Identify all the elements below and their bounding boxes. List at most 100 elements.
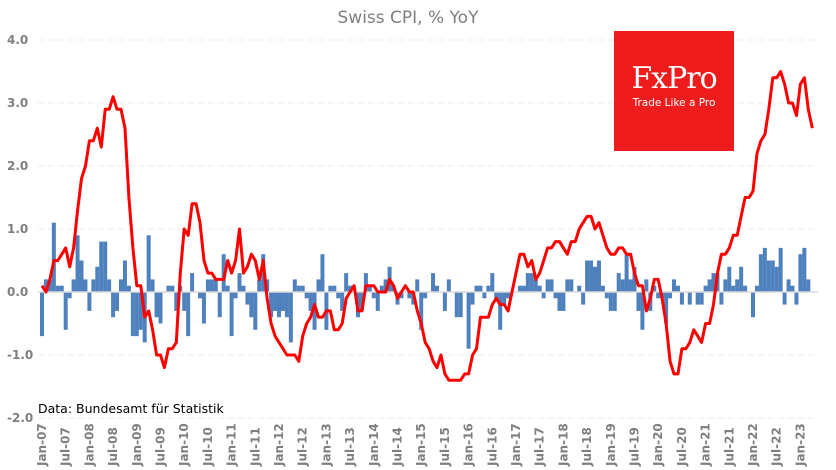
mom-bar [494, 292, 499, 299]
mom-bar [695, 292, 700, 305]
mom-bar [458, 292, 463, 318]
mom-bar [111, 292, 116, 318]
x-tick-label: Jul-20 [675, 427, 689, 467]
mom-bar [739, 266, 744, 292]
mom-bar [186, 292, 191, 337]
mom-bar [751, 292, 755, 318]
mom-bar [699, 292, 704, 305]
y-axis: 4.0 3.0 2.0 1.0 0.0 -1.0 -2.0 [7, 33, 33, 425]
mom-bar [229, 292, 234, 337]
mom-bar [95, 266, 100, 292]
chart-title: Swiss CPI, % YoY [338, 8, 480, 28]
mom-bar [786, 279, 791, 292]
mom-bar [269, 292, 274, 318]
mom-bar [770, 260, 775, 292]
x-tick-label: Jan-10 [177, 423, 191, 467]
source-note: Data: Bundesamt für Statistik [38, 401, 224, 416]
mom-bar [119, 279, 123, 292]
mom-bar [442, 292, 447, 311]
x-tick-label: Jul-11 [248, 427, 262, 467]
mom-bar [419, 292, 424, 330]
mom-bar [348, 285, 353, 292]
mom-bar [47, 279, 52, 292]
mom-bar [344, 273, 349, 292]
mom-bar [754, 285, 759, 292]
mom-bar [687, 292, 692, 305]
mom-bar [565, 279, 570, 292]
mom-bar [43, 279, 48, 292]
x-tick-label: Jan-21 [699, 423, 713, 467]
x-tick-label: Jul-13 [343, 427, 357, 467]
mom-bar [233, 292, 238, 299]
mom-bar [122, 260, 127, 292]
mom-bar [209, 279, 214, 292]
mom-bar [608, 292, 613, 311]
mom-bar [766, 260, 771, 292]
mom-bar [482, 292, 487, 299]
mom-bar [593, 266, 597, 292]
mom-bar [790, 285, 795, 292]
x-tick-label: Jan-15 [414, 423, 428, 467]
mom-bar [529, 273, 534, 292]
mom-bar [656, 292, 661, 299]
mom-bar [292, 279, 297, 292]
y-tick-label: 3.0 [7, 96, 28, 110]
mom-bar [75, 235, 80, 292]
mom-bar [675, 285, 680, 292]
x-tick-label: Jul-07 [59, 427, 73, 467]
mom-bar [569, 279, 574, 292]
mom-bar [59, 285, 64, 292]
mom-bar [723, 279, 728, 292]
mom-bar [782, 292, 787, 305]
mom-bar [320, 254, 325, 292]
mom-bar [794, 292, 799, 305]
mom-bar [205, 279, 210, 292]
mom-bar [640, 292, 645, 330]
mom-bar [521, 285, 526, 292]
x-tick-label: Jul-10 [201, 427, 215, 467]
mom-bar [423, 292, 428, 299]
y-tick-label: 1.0 [7, 222, 28, 236]
x-tick-label: Jan-07 [35, 423, 49, 467]
mom-bar [308, 292, 313, 311]
mom-bar [415, 279, 420, 292]
mom-bar [71, 279, 76, 292]
mom-bar [537, 285, 542, 292]
mom-bar [40, 292, 44, 337]
mom-bar [166, 285, 171, 292]
x-tick-label: Jul-18 [580, 427, 594, 467]
mom-bar [549, 279, 554, 292]
mom-bar [383, 279, 388, 292]
mom-bar [340, 292, 345, 311]
mom-bar [107, 279, 112, 292]
x-tick-label: Jan-22 [746, 423, 760, 467]
mom-bar [51, 222, 56, 292]
x-tick-label: Jan-08 [82, 423, 96, 467]
y-tick-label: 4.0 [7, 33, 28, 47]
x-tick-label: Jan-13 [319, 423, 333, 467]
mom-bar [182, 292, 187, 311]
mom-bar [273, 292, 278, 311]
x-axis: Jan-07 Jul-07 Jan-08 Jul-08 Jan-09 Jul-09 Jan-… [35, 423, 807, 467]
mom-bar [328, 285, 333, 292]
mom-bar [731, 285, 736, 292]
mom-bar [241, 285, 246, 292]
mom-bar [478, 285, 483, 292]
mom-bar [506, 292, 511, 299]
mom-bar [806, 279, 811, 292]
mom-bar [589, 260, 594, 292]
mom-bar [735, 279, 740, 292]
mom-bar [174, 292, 179, 311]
mom-bar [257, 279, 262, 292]
mom-bar [407, 292, 412, 299]
x-tick-label: Jan-20 [651, 423, 665, 467]
mom-bar [363, 273, 368, 292]
mom-bar [600, 285, 605, 292]
y-tick-label: -2.0 [7, 411, 33, 425]
mom-bar [774, 266, 779, 292]
mom-bar [474, 285, 479, 292]
mom-bar [312, 292, 317, 330]
mom-bar [644, 279, 649, 292]
mom-bar [632, 266, 637, 292]
